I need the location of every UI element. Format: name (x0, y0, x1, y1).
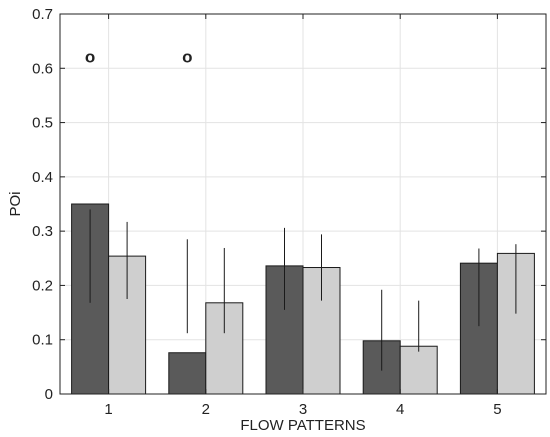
error-bars (89, 209, 517, 371)
x-axis-title: FLOW PATTERNS (240, 417, 365, 434)
tick-labels: 0 0.1 0.2 0.3 0.4 0.5 0.6 0.7 1 2 3 4 5 (32, 6, 501, 418)
annotation-mark: o (85, 47, 95, 66)
axis-ticks (60, 13, 546, 395)
y-tick-label: 0 (45, 386, 53, 403)
y-tick-label: 0.5 (32, 115, 53, 132)
x-tick-label: 3 (299, 401, 307, 418)
annotation-mark: o (182, 47, 192, 66)
x-tick-label: 1 (104, 401, 112, 418)
x-tick-label: 2 (202, 401, 210, 418)
bar (399, 345, 438, 395)
y-tick-label: 0.7 (32, 6, 53, 23)
y-tick-label: 0.3 (32, 223, 53, 240)
x-tick-label: 5 (493, 401, 501, 418)
y-tick-label: 0.4 (32, 169, 53, 186)
x-tick-label: 4 (396, 401, 404, 418)
y-axis-title: POi (7, 191, 24, 216)
y-tick-label: 0.1 (32, 332, 53, 349)
y-tick-label: 0.2 (32, 277, 53, 294)
y-tick-label: 0.6 (32, 60, 53, 77)
bar (168, 352, 207, 395)
